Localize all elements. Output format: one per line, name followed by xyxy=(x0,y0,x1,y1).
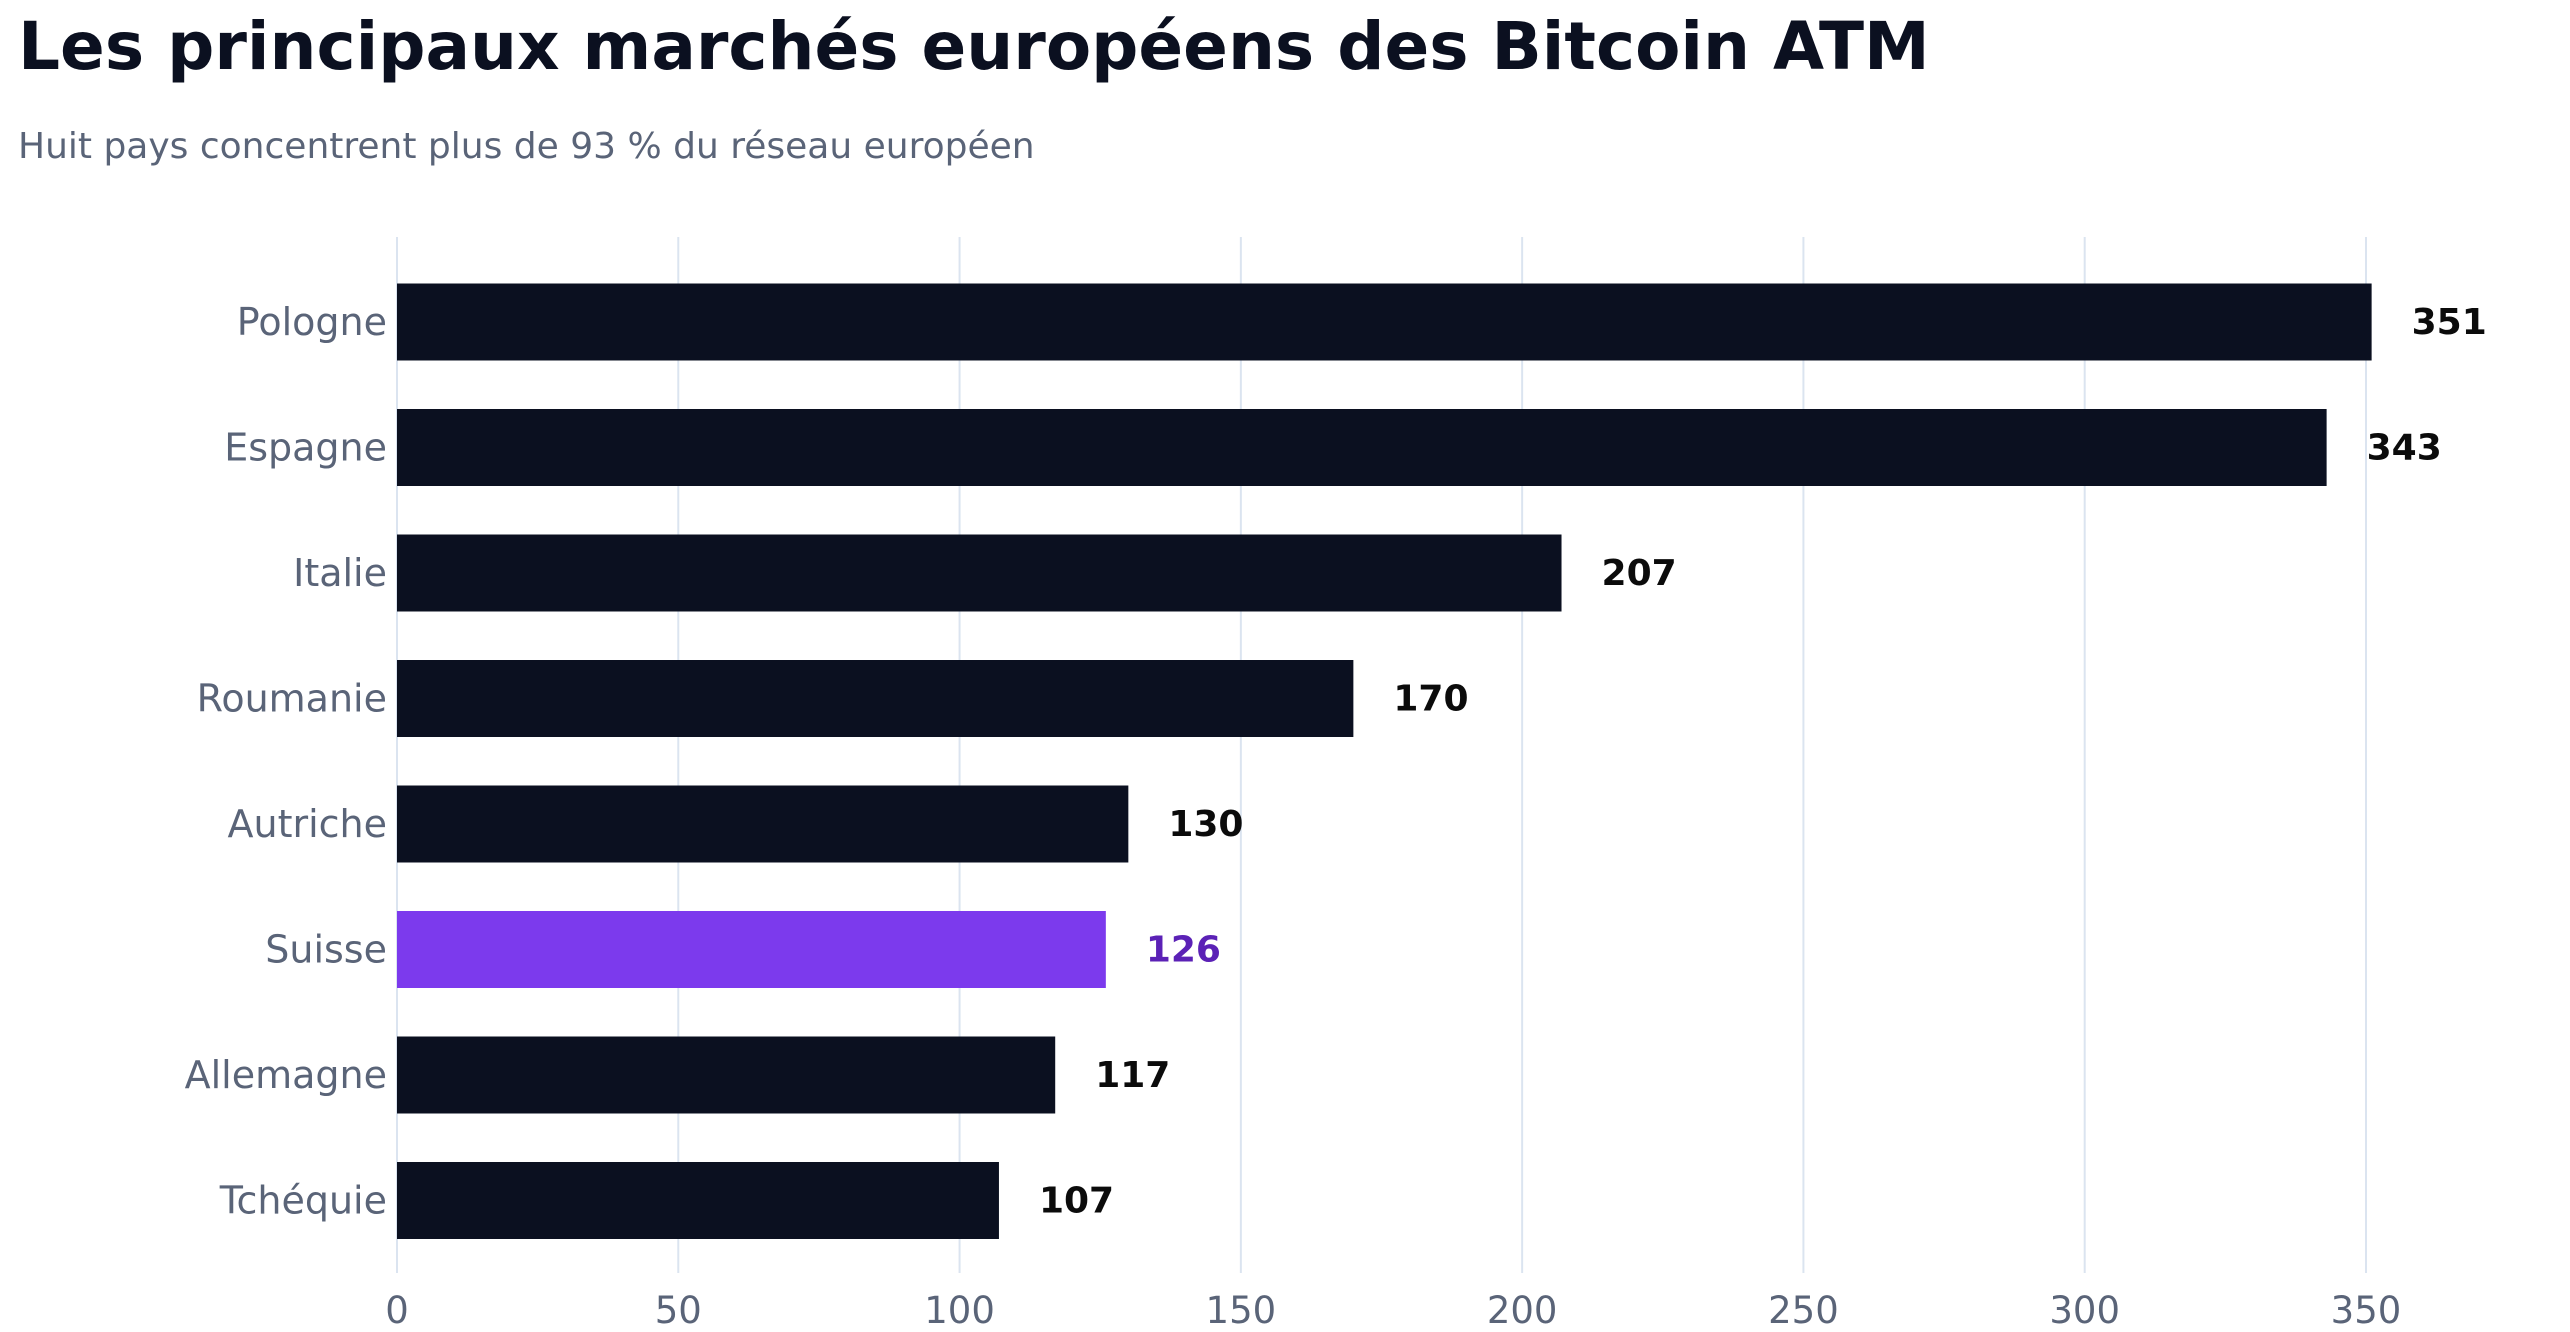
x-tick-label: 250 xyxy=(1768,1289,1839,1332)
category-label: Autriche xyxy=(227,802,387,846)
category-label: Roumanie xyxy=(197,677,387,721)
x-tick-label: 300 xyxy=(2049,1289,2120,1332)
labels: 0 50 100 150 200 250 300 350 Pologne 351 Espagne 34… xyxy=(185,300,2487,1332)
bars xyxy=(397,283,2372,1239)
x-tick-label: 50 xyxy=(655,1289,702,1332)
value-label: 170 xyxy=(1393,679,1468,720)
value-label: 207 xyxy=(1602,553,1677,594)
bar-tchéquie xyxy=(397,1162,999,1239)
category-label: Tchéquie xyxy=(219,1179,387,1223)
bar-allemagne xyxy=(397,1036,1056,1114)
bar-espagne xyxy=(397,409,2327,486)
x-tick-label: 150 xyxy=(1206,1289,1277,1332)
bar-roumanie xyxy=(397,660,1354,737)
category-label: Italie xyxy=(293,551,387,595)
value-label: 126 xyxy=(1146,930,1221,971)
value-label: 107 xyxy=(1039,1181,1114,1222)
category-label: Suisse xyxy=(265,928,387,972)
bar-italie xyxy=(397,534,1562,612)
x-tick-label: 200 xyxy=(1487,1289,1558,1332)
category-label: Espagne xyxy=(224,426,387,470)
chart-subtitle: Huit pays concentrent plus de 93 % du ré… xyxy=(18,126,1035,167)
x-tick-label: 100 xyxy=(924,1289,995,1332)
x-tick-label: 0 xyxy=(385,1289,409,1332)
chart-title: Les principaux marchés européens des Bit… xyxy=(18,8,1930,85)
gridlines xyxy=(396,237,2367,1273)
value-label: 351 xyxy=(2412,302,2487,343)
x-tick-label: 350 xyxy=(2331,1289,2402,1332)
bar-autriche xyxy=(397,785,1129,863)
category-label: Allemagne xyxy=(185,1053,387,1097)
bar-pologne xyxy=(397,283,2372,361)
bar-suisse xyxy=(397,911,1106,988)
category-label: Pologne xyxy=(237,300,387,344)
value-label: 130 xyxy=(1168,804,1243,845)
value-label: 343 xyxy=(2367,428,2442,469)
value-label: 117 xyxy=(1095,1055,1170,1096)
